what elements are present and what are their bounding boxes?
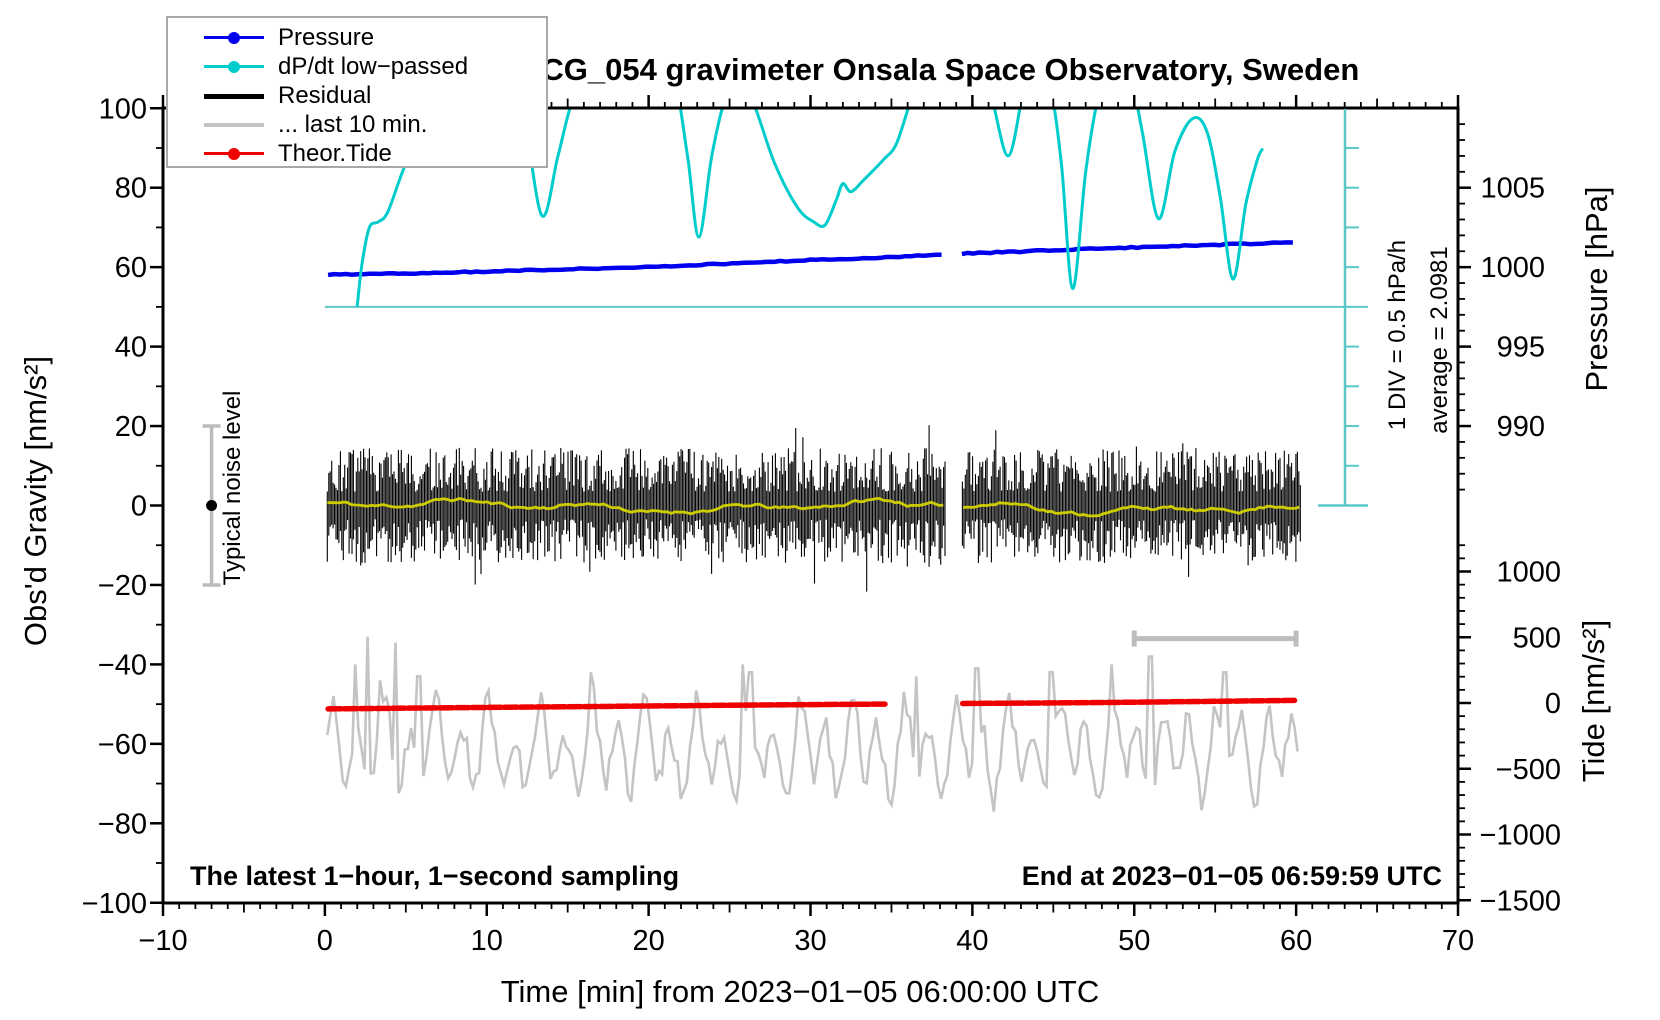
sampling-note: The latest 1−hour, 1−second sampling [190,861,680,891]
pressure-axis-ticks [1458,123,1471,491]
svg-text:990: 990 [1497,411,1545,443]
svg-text:70: 70 [1442,925,1474,957]
pressure-axis-tick-labels: 990 995 1000 1005 [1480,173,1545,443]
svg-text:500: 500 [1513,622,1561,654]
legend-item-dpdt: dP/dt low−passed [168,52,546,81]
svg-text:40: 40 [115,332,147,364]
x-axis-tick-labels: −10 0 10 20 30 40 50 60 70 [138,925,1474,957]
svg-text:20: 20 [632,925,664,957]
last10-line-icon [204,118,264,132]
svg-text:0: 0 [317,925,333,957]
legend-item-last10: ... last 10 min. [168,110,546,139]
legend-item-theor-tide: Theor.Tide [168,139,546,168]
svg-text:80: 80 [115,173,147,205]
svg-text:1005: 1005 [1480,173,1545,205]
last10-scalebar [1131,630,1299,647]
dpdt-curve [355,109,1264,307]
dpdt-line-icon [204,60,264,74]
svg-text:−1500: −1500 [1480,885,1561,917]
pressure-axis-title: Pressure [hPa] [1579,186,1614,392]
svg-text:995: 995 [1497,332,1545,364]
gravity-axis-title: Obs'd Gravity [nm/s²] [18,355,53,647]
svg-text:1000: 1000 [1480,252,1545,284]
svg-text:−100: −100 [82,888,147,920]
tide-axis-tick-labels: −1500 −1000 −500 0 500 1000 [1480,557,1561,918]
residual-line-icon [204,89,264,103]
x-axis-title: Time [min] from 2023−01−05 06:00:00 UTC [500,974,1100,1009]
tide-axis-title: Tide [nm/s²] [1576,619,1611,783]
svg-text:20: 20 [115,411,147,443]
typical-noise-label: Typical noise level [219,390,246,586]
svg-text:0: 0 [131,491,147,523]
svg-text:60: 60 [115,252,147,284]
svg-text:50: 50 [1118,925,1150,957]
residual-smoothed-curve [327,496,1300,518]
svg-text:−500: −500 [1496,754,1561,786]
pressure-curve [327,240,1293,278]
div-scale-label: 1 DIV = 0.5 hPa/h [1384,239,1411,431]
svg-text:−10: −10 [138,925,187,957]
tide-line-icon [204,147,264,161]
theor-tide-curve [325,697,1298,712]
legend-item-pressure: Pressure [168,23,546,52]
svg-text:−20: −20 [98,570,147,602]
average-label: average = 2.0981 [1426,246,1453,434]
svg-text:30: 30 [794,925,826,957]
end-time-note: End at 2023−01−05 06:59:59 UTC [1021,861,1442,891]
page-title: SCG_054 gravimeter Onsala Space Observat… [520,52,1360,87]
svg-text:−60: −60 [98,729,147,761]
tide-axis-ticks [1458,544,1471,902]
dpdt-ruler [325,109,1368,507]
svg-text:60: 60 [1280,925,1312,957]
svg-text:−80: −80 [98,808,147,840]
gravity-axis-ticks [150,107,163,904]
legend: Pressure dP/dt low−passed Residual ... l… [166,16,548,168]
svg-text:10: 10 [471,925,503,957]
svg-text:100: 100 [99,93,147,125]
legend-item-residual: Residual [168,81,546,110]
svg-text:40: 40 [956,925,988,957]
svg-text:−40: −40 [98,649,147,681]
last10-curve [326,636,1299,812]
svg-text:1000: 1000 [1496,557,1561,589]
noise-errorbar [202,424,221,587]
gravity-axis-tick-labels: −100 −80 −60 −40 −20 0 20 40 60 80 100 [82,93,147,920]
pressure-line-icon [204,31,264,45]
svg-text:0: 0 [1545,688,1561,720]
svg-text:−1000: −1000 [1480,820,1561,852]
